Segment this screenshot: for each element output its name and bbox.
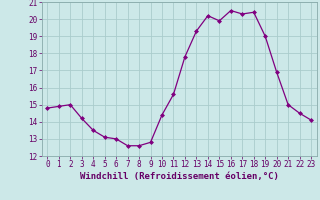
X-axis label: Windchill (Refroidissement éolien,°C): Windchill (Refroidissement éolien,°C) (80, 172, 279, 181)
